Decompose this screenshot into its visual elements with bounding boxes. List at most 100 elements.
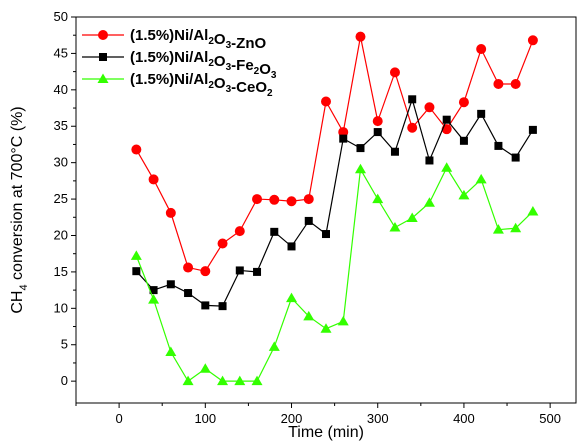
x-tick-label: 300 xyxy=(367,411,389,426)
y-tick-label: 45 xyxy=(54,45,68,60)
data-point xyxy=(511,153,520,162)
legend-label: (1.5%)Ni/Al2O3-Fe2O3 xyxy=(130,49,277,81)
data-point xyxy=(424,102,435,113)
data-point xyxy=(407,122,418,133)
data-point xyxy=(286,292,298,303)
data-point xyxy=(406,212,418,223)
legend-label: (1.5%)Ni/Al2O3-CeO2 xyxy=(130,71,273,99)
legend: (1.5%)Ni/Al2O3-ZnO(1.5%)Ni/Al2O3-Fe2O3(1… xyxy=(82,27,277,99)
plot-area xyxy=(75,16,577,404)
data-point xyxy=(356,144,365,153)
data-point xyxy=(354,163,366,174)
y-tick-label: 20 xyxy=(54,227,68,242)
data-point xyxy=(527,205,539,216)
legend-entry: (1.5%)Ni/Al2O3-CeO2 xyxy=(82,71,273,99)
data-point xyxy=(286,196,297,207)
data-point xyxy=(425,156,434,165)
legend-marker xyxy=(99,53,107,61)
data-point xyxy=(149,286,158,295)
data-point xyxy=(303,310,315,321)
legend-label: (1.5%)Ni/Al2O3-ZnO xyxy=(130,27,266,52)
data-point xyxy=(234,375,246,386)
y-tick-label: 35 xyxy=(54,118,68,133)
data-point xyxy=(373,128,382,137)
data-point xyxy=(165,207,176,218)
data-point xyxy=(337,315,349,326)
data-point xyxy=(303,194,314,205)
x-tick-label: 0 xyxy=(115,411,122,426)
series-0 xyxy=(131,31,538,277)
legend-marker xyxy=(98,30,108,40)
data-point xyxy=(268,341,280,351)
data-point xyxy=(201,301,210,310)
data-point xyxy=(494,141,503,150)
y-axis-title-subscript: 4 xyxy=(18,284,30,290)
data-point xyxy=(234,226,245,237)
x-tick-label: 400 xyxy=(453,411,475,426)
y-tick-label: 30 xyxy=(54,155,68,170)
data-point xyxy=(528,125,537,134)
series-1 xyxy=(132,95,537,311)
y-tick-label: 15 xyxy=(54,264,68,279)
data-point xyxy=(492,224,504,234)
data-point xyxy=(322,230,330,239)
data-point xyxy=(148,174,159,185)
data-point xyxy=(476,44,487,55)
data-point xyxy=(199,363,211,373)
y-tick-label: 25 xyxy=(54,191,68,206)
data-point xyxy=(132,267,141,276)
data-point xyxy=(270,227,279,236)
data-point xyxy=(166,280,175,289)
data-point xyxy=(458,189,470,200)
y-tick-label: 5 xyxy=(61,337,68,352)
data-point xyxy=(459,136,468,145)
data-point xyxy=(253,267,262,276)
data-point xyxy=(477,109,486,118)
data-point xyxy=(182,375,194,386)
data-point xyxy=(165,346,177,357)
data-point xyxy=(252,194,263,205)
data-point xyxy=(183,262,194,273)
series-2 xyxy=(130,162,539,386)
legend-entry: (1.5%)Ni/Al2O3-Fe2O3 xyxy=(82,49,277,81)
data-point xyxy=(441,162,453,172)
data-point xyxy=(372,193,384,204)
data-point xyxy=(235,266,244,275)
data-point xyxy=(423,197,435,207)
x-tick-label: 100 xyxy=(194,411,216,426)
data-point xyxy=(355,31,366,42)
y-tick-label: 0 xyxy=(61,373,68,388)
data-point xyxy=(200,266,211,277)
data-point xyxy=(320,323,332,333)
data-point xyxy=(148,294,160,304)
data-point xyxy=(527,35,538,46)
data-point xyxy=(389,221,401,232)
data-point xyxy=(184,289,193,298)
data-point xyxy=(217,238,228,249)
data-point xyxy=(510,79,521,90)
data-point xyxy=(475,173,487,184)
data-point xyxy=(510,222,522,233)
data-point xyxy=(287,242,296,251)
data-point xyxy=(390,147,399,156)
legend-marker xyxy=(97,73,109,83)
legend-entry: (1.5%)Ni/Al2O3-ZnO xyxy=(82,27,266,52)
y-tick-label: 40 xyxy=(54,82,68,97)
series-layer xyxy=(130,31,539,386)
data-point xyxy=(408,95,417,104)
data-point xyxy=(217,375,229,386)
data-point xyxy=(130,250,142,260)
data-point xyxy=(131,144,142,155)
data-point xyxy=(372,116,383,127)
data-point xyxy=(389,67,400,78)
data-point xyxy=(218,302,227,311)
data-point xyxy=(251,375,263,386)
data-point xyxy=(321,96,331,107)
x-tick-label: 500 xyxy=(539,411,561,426)
data-point xyxy=(458,97,469,108)
data-point xyxy=(442,115,451,124)
data-point xyxy=(269,194,280,205)
x-axis-title: Time (min) xyxy=(288,424,364,441)
data-point xyxy=(339,134,348,143)
